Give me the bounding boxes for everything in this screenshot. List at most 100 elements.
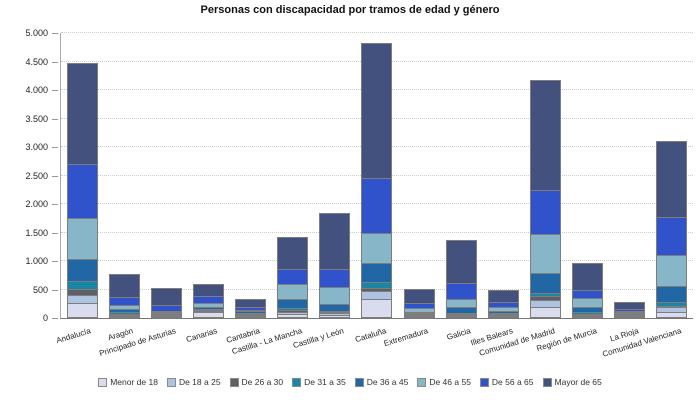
gridline — [61, 32, 693, 33]
y-axis-tick — [52, 232, 58, 234]
bar-segment[interactable] — [319, 314, 351, 318]
bar-segment[interactable] — [361, 177, 393, 234]
bar-segment[interactable] — [614, 316, 646, 318]
bar-segment[interactable] — [361, 42, 393, 179]
bar-segment[interactable] — [445, 316, 477, 318]
bar-segment[interactable] — [66, 62, 98, 166]
y-axis-tick-label: 0 — [42, 313, 48, 323]
legend-item[interactable]: Menor de 18 — [98, 377, 158, 387]
legend-label: De 26 a 30 — [241, 377, 284, 387]
bar-segment[interactable] — [403, 316, 435, 318]
bar-segment[interactable] — [656, 217, 688, 256]
bar-segment[interactable] — [529, 306, 561, 318]
bar — [192, 283, 224, 318]
x-axis-label: Andalucía — [55, 326, 93, 346]
y-axis-tick-label: 4.000 — [25, 85, 48, 95]
bar-segment[interactable] — [192, 312, 224, 318]
bar-segment[interactable] — [656, 140, 688, 219]
y-axis-tick — [52, 261, 58, 262]
legend-label: De 56 a 65 — [491, 377, 534, 387]
bar-segment[interactable] — [319, 213, 351, 271]
bar — [487, 289, 519, 318]
bar — [235, 299, 267, 318]
legend-item[interactable]: De 46 a 55 — [417, 377, 471, 387]
bar — [108, 274, 140, 318]
bar-segment[interactable] — [572, 316, 604, 318]
bar-segment[interactable] — [277, 314, 309, 318]
y-axis-tick — [52, 289, 58, 291]
y-axis-tick — [52, 175, 58, 177]
legend-item[interactable]: Mayor de 65 — [542, 377, 602, 387]
bar-segment[interactable] — [445, 240, 477, 284]
legend-swatch — [98, 377, 108, 387]
bar-segment[interactable] — [656, 286, 688, 303]
bar-segment[interactable] — [66, 259, 98, 283]
legend: Menor de 18 De 18 a 25 De 26 a 30 De 31 a 3… — [0, 377, 700, 387]
x-axis-label: Extremadura — [383, 326, 430, 349]
legend-swatch — [166, 377, 176, 387]
y-axis-tick-label: 500 — [32, 284, 48, 295]
bar — [319, 213, 351, 318]
bar — [150, 287, 182, 318]
bar-segment[interactable] — [487, 316, 519, 318]
legend-item[interactable]: De 31 a 35 — [292, 377, 346, 387]
bar — [445, 240, 477, 318]
legend-label: De 46 a 55 — [429, 377, 471, 387]
bar-segment[interactable] — [108, 274, 140, 299]
bar — [361, 42, 393, 318]
bars-row — [61, 33, 693, 318]
bar — [572, 263, 604, 318]
bar-segment[interactable] — [656, 254, 688, 288]
bar-segment[interactable] — [277, 268, 309, 285]
bar-segment[interactable] — [529, 234, 561, 275]
bar — [277, 236, 309, 318]
legend-swatch — [542, 377, 552, 387]
chart-title: Personas con discapacidad por tramos de … — [200, 4, 500, 16]
bar-segment[interactable] — [66, 303, 98, 318]
bar-segment[interactable] — [529, 273, 561, 294]
bar-segment[interactable] — [361, 262, 393, 283]
bar-segment[interactable] — [572, 263, 604, 291]
legend-item[interactable]: De 18 a 25 — [166, 377, 221, 387]
bar-segment[interactable] — [150, 287, 182, 307]
legend-item[interactable]: De 56 a 65 — [479, 377, 534, 387]
legend-item[interactable]: De 36 a 45 — [354, 377, 408, 387]
bar-segment[interactable] — [319, 269, 351, 289]
y-axis-tick — [52, 33, 58, 34]
bar-segment[interactable] — [319, 287, 351, 305]
bar-segment[interactable] — [361, 233, 393, 264]
bar-segment[interactable] — [108, 316, 140, 318]
bar-segment[interactable] — [235, 316, 267, 318]
legend-swatch — [417, 377, 427, 387]
bar-segment[interactable] — [361, 298, 393, 318]
y-axis-tick-label: 1.000 — [25, 256, 48, 266]
x-axis: Andalucía Aragón Principado de Asturias Can… — [0, 320, 700, 372]
y-axis-tick-label: 1.500 — [25, 227, 48, 238]
legend-swatch — [292, 377, 302, 387]
x-axis-label: Galicia — [445, 326, 472, 342]
bar-segment[interactable] — [529, 189, 561, 236]
bar-segment[interactable] — [277, 236, 309, 270]
y-axis-tick-label: 2.000 — [25, 199, 48, 209]
bar-segment[interactable] — [277, 283, 309, 301]
legend-swatch — [229, 377, 239, 387]
legend-label: Menor de 18 — [110, 377, 158, 387]
y-axis-tick-label: 2.500 — [25, 170, 48, 181]
y-axis-tick-label: 4.500 — [25, 56, 48, 67]
bar-segment[interactable] — [445, 282, 477, 301]
bar-segment[interactable] — [403, 288, 435, 304]
bar-segment[interactable] — [66, 217, 98, 261]
y-axis-tick-label: 3.000 — [25, 142, 48, 152]
bar-segment[interactable] — [66, 164, 98, 219]
bar-segment[interactable] — [656, 312, 688, 318]
bar-segment[interactable] — [529, 79, 561, 191]
legend-item[interactable]: De 26 a 30 — [229, 377, 284, 387]
bar-segment[interactable] — [150, 316, 182, 318]
legend-label: De 18 a 25 — [178, 377, 221, 387]
y-axis-tick — [52, 147, 58, 148]
bar — [66, 62, 98, 318]
bar — [529, 79, 561, 318]
y-axis-tick-label: 5.000 — [25, 28, 48, 38]
bar — [656, 140, 688, 318]
bar — [403, 288, 435, 318]
